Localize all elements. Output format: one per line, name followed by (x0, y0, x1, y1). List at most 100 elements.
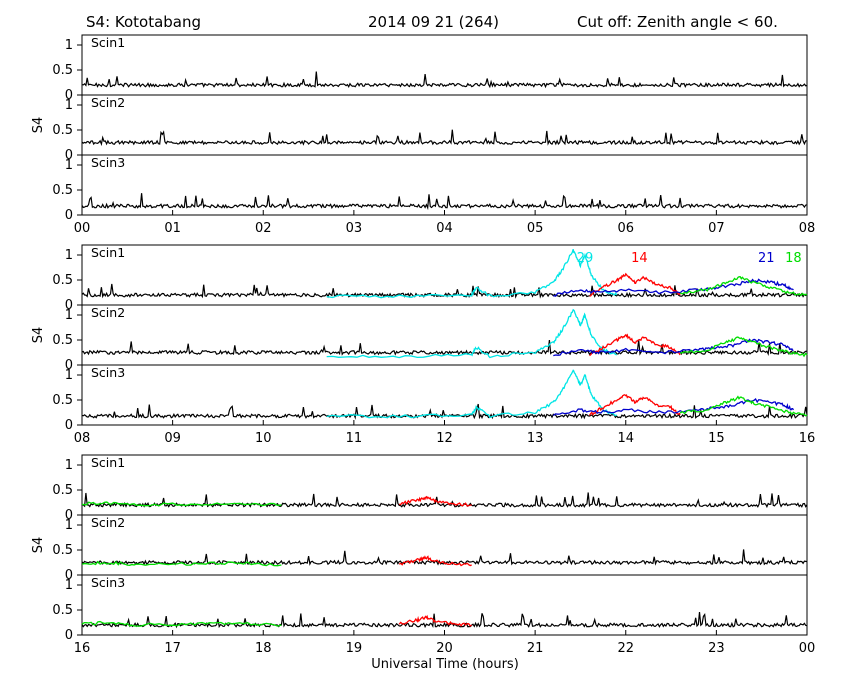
y-tick-label: 0.5 (52, 333, 73, 348)
panel-label: Scin3 (91, 575, 125, 590)
x-tick-label: 04 (436, 221, 453, 236)
y-tick-label: 0 (65, 628, 73, 643)
x-tick-label: 21 (527, 641, 544, 656)
panel-frame-3-2 (81, 514, 808, 576)
satellite-label-14: 14 (631, 251, 648, 266)
series-baseline-trace (81, 612, 808, 629)
y-tick-label: 1 (65, 518, 73, 533)
x-tick-label: 20 (436, 641, 453, 656)
x-tick-label: 22 (617, 641, 634, 656)
series-satellite-21-line (553, 278, 794, 297)
x-tick-label: 18 (255, 641, 272, 656)
x-tick-label: 23 (708, 641, 725, 656)
y-tick-label: 0.5 (52, 63, 73, 78)
x-tick-label: 16 (74, 641, 91, 656)
y-tick-label: 0.5 (52, 393, 73, 408)
x-axis-label: Universal Time (hours) (371, 657, 519, 672)
series-satellite-21-line (552, 397, 794, 417)
x-tick-label: 19 (346, 641, 363, 656)
y-tick-label: 0 (65, 508, 73, 523)
series-satellite-group3-0-line (81, 560, 282, 567)
x-tick-label: 02 (255, 221, 272, 236)
series-satellite-14-line (589, 333, 681, 357)
y-tick-label: 0.5 (52, 183, 73, 198)
series-baseline-trace (81, 549, 808, 566)
y-axis-label: S4 (31, 117, 46, 134)
panel-label: Scin1 (91, 455, 125, 470)
series-satellite-21-line (553, 338, 794, 357)
y-tick-label: 1 (65, 38, 73, 53)
satellite-label-18: 18 (785, 251, 802, 266)
series-baseline-trace (81, 129, 807, 147)
series-satellite-18-line (679, 276, 808, 297)
series-satellite-29-line (326, 308, 618, 359)
satellite-label-29: 29 (577, 251, 594, 266)
series-baseline-trace (81, 340, 808, 356)
x-tick-label: 08 (799, 221, 816, 236)
panel-frame-1-2 (81, 94, 808, 156)
y-tick-label: 0 (65, 148, 73, 163)
y-axis-label: S4 (31, 327, 46, 344)
x-tick-label: 06 (617, 221, 634, 236)
y-tick-label: 0.5 (52, 483, 73, 498)
x-tick-label: 13 (527, 431, 544, 446)
y-tick-label: 1 (65, 578, 73, 593)
x-tick-label: 00 (74, 221, 91, 236)
x-tick-label: 08 (74, 431, 91, 446)
cutoff-title: Cut off: Zenith angle < 60. (577, 13, 778, 31)
y-tick-label: 0.5 (52, 123, 73, 138)
y-tick-label: 1 (65, 158, 73, 173)
date-title: 2014 09 21 (264) (368, 13, 499, 31)
x-tick-label: 14 (617, 431, 634, 446)
series-satellite-18-line (679, 395, 808, 417)
y-tick-label: 0.5 (52, 273, 73, 288)
x-tick-label: 15 (708, 431, 725, 446)
series-satellite-14-line (589, 272, 681, 297)
y-tick-label: 1 (65, 458, 73, 473)
series-satellite-group3-1-line (398, 614, 473, 627)
y-tick-label: 1 (65, 308, 73, 323)
panel-frame-2-2 (81, 304, 808, 366)
series-satellite-29-line (326, 369, 617, 419)
x-tick-label: 11 (346, 431, 363, 446)
panel-label: Scin2 (91, 305, 125, 320)
y-tick-label: 0 (65, 298, 73, 313)
y-tick-label: 0 (65, 208, 73, 223)
series-baseline-trace (81, 71, 808, 89)
series-satellite-14-line (588, 394, 681, 416)
y-tick-label: 0 (65, 88, 73, 103)
y-tick-label: 0 (65, 358, 73, 373)
y-tick-label: 1 (65, 368, 73, 383)
x-tick-label: 05 (527, 221, 544, 236)
y-tick-label: 1 (65, 98, 73, 113)
y-tick-label: 1 (65, 248, 73, 263)
x-tick-label: 00 (799, 641, 816, 656)
y-tick-label: 0 (65, 568, 73, 583)
series-satellite-18-line (680, 336, 808, 358)
x-tick-label: 03 (346, 221, 363, 236)
y-axis-label: S4 (31, 537, 46, 554)
satellite-label-21: 21 (758, 251, 775, 266)
panel-frame-3-3 (81, 574, 808, 636)
series-satellite-group3-0-line (81, 620, 282, 627)
panel-label: Scin2 (91, 95, 125, 110)
panel-label: Scin3 (91, 155, 125, 170)
series-satellite-group3-1-line (398, 555, 472, 567)
panel-label: Scin3 (91, 365, 125, 380)
panel-label: Scin2 (91, 515, 125, 530)
series-satellite-29-line (326, 249, 618, 299)
panel-label: Scin1 (91, 35, 125, 50)
x-tick-label: 16 (799, 431, 816, 446)
y-tick-label: 0 (65, 418, 73, 433)
series-baseline-trace (81, 403, 808, 420)
panel-label: Scin1 (91, 245, 125, 260)
y-tick-label: 0.5 (52, 543, 73, 558)
series-baseline-trace (81, 193, 808, 211)
series-satellite-group3-1-line (399, 495, 472, 507)
x-tick-label: 09 (164, 431, 181, 446)
x-tick-label: 17 (164, 641, 181, 656)
y-tick-label: 0.5 (52, 603, 73, 618)
x-tick-label: 07 (708, 221, 725, 236)
